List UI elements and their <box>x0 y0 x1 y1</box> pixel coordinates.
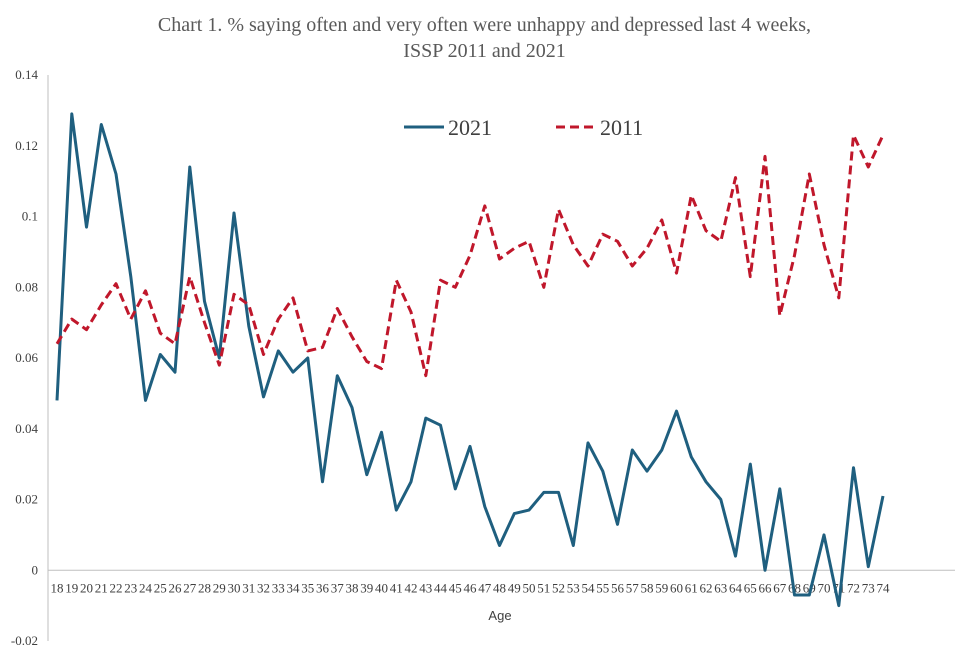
series-line-2021 <box>55 112 885 608</box>
x-tick-label: 27 <box>183 580 197 595</box>
series-lines <box>55 112 885 608</box>
x-tick-label: 35 <box>301 580 314 595</box>
x-tick-label: 29 <box>213 580 226 595</box>
x-tick-label: 73 <box>862 580 875 595</box>
x-tick-label: 41 <box>390 580 403 595</box>
y-tick-label: 0.02 <box>15 492 38 507</box>
x-tick-label: 28 <box>198 580 211 595</box>
x-tick-label: 43 <box>419 580 432 595</box>
chart-subtitle: ISSP 2011 and 2021 <box>403 40 566 62</box>
x-tick-label: 39 <box>360 580 373 595</box>
y-tick-label: 0.1 <box>22 209 38 224</box>
x-tick-label: 46 <box>464 580 478 595</box>
x-tick-label: 47 <box>478 580 492 595</box>
x-tick-label: 22 <box>110 580 123 595</box>
x-tick-label: 58 <box>641 580 654 595</box>
x-tick-label: 72 <box>847 580 860 595</box>
x-tick-label: 24 <box>139 580 153 595</box>
x-tick-label: 67 <box>773 580 787 595</box>
x-tick-label: 66 <box>759 580 773 595</box>
chart-title: Chart 1. % saying often and very often w… <box>157 14 812 36</box>
y-tick-label: 0 <box>32 562 39 577</box>
legend: 2021 2011 <box>404 115 643 140</box>
x-tick-label: 44 <box>434 580 448 595</box>
y-tick-label: 0.14 <box>15 67 38 82</box>
x-tick-labels: 18 19 20 21 22 23 24 25 26 27 28 29 30 31 32 33 34 35 36 37… <box>51 580 891 595</box>
x-tick-label: 49 <box>508 580 521 595</box>
series-line-2011 <box>55 133 885 378</box>
x-tick-label: 74 <box>877 580 891 595</box>
x-tick-label: 19 <box>65 580 78 595</box>
x-tick-label: 59 <box>655 580 668 595</box>
x-tick-label: 21 <box>95 580 108 595</box>
x-tick-label: 32 <box>257 580 270 595</box>
y-tick-label: 0.04 <box>15 421 38 436</box>
x-axis-label: Age <box>488 608 511 623</box>
x-tick-label: 30 <box>228 580 241 595</box>
x-tick-label: 45 <box>449 580 462 595</box>
x-tick-label: 36 <box>316 580 330 595</box>
x-tick-label: 52 <box>552 580 565 595</box>
x-tick-label: 25 <box>154 580 167 595</box>
x-tick-label: 51 <box>537 580 550 595</box>
x-tick-label: 20 <box>80 580 93 595</box>
y-tick-label: 0.08 <box>15 279 38 294</box>
x-tick-label: 54 <box>582 580 596 595</box>
x-tick-label: 65 <box>744 580 757 595</box>
x-tick-label: 38 <box>346 580 359 595</box>
x-tick-label: 63 <box>714 580 727 595</box>
legend-label-2011: 2011 <box>600 115 643 140</box>
x-tick-label: 53 <box>567 580 580 595</box>
x-tick-label: 31 <box>242 580 255 595</box>
legend-label-2021: 2021 <box>448 115 492 140</box>
x-tick-label: 40 <box>375 580 388 595</box>
x-tick-label: 42 <box>405 580 418 595</box>
x-tick-label: 34 <box>287 580 301 595</box>
x-tick-label: 26 <box>169 580 183 595</box>
x-tick-label: 33 <box>272 580 285 595</box>
x-tick-label: 60 <box>670 580 683 595</box>
x-tick-label: 56 <box>611 580 625 595</box>
x-tick-label: 57 <box>626 580 640 595</box>
y-tick-label: 0.06 <box>15 350 38 365</box>
x-tick-label: 37 <box>331 580 345 595</box>
x-tick-label: 55 <box>596 580 609 595</box>
y-tick-label: 0.12 <box>15 138 38 153</box>
x-tick-label: 62 <box>700 580 713 595</box>
y-tick-labels: -0.02 0 0.02 0.04 0.06 0.08 0.1 0.12 0.14 <box>11 67 39 648</box>
x-tick-label: 48 <box>493 580 506 595</box>
x-tick-label: 23 <box>124 580 137 595</box>
x-tick-label: 50 <box>523 580 536 595</box>
x-tick-label: 70 <box>818 580 831 595</box>
x-tick-label: 64 <box>729 580 743 595</box>
y-tick-label: -0.02 <box>11 633 38 648</box>
x-tick-label: 18 <box>51 580 64 595</box>
x-tick-label: 61 <box>685 580 698 595</box>
